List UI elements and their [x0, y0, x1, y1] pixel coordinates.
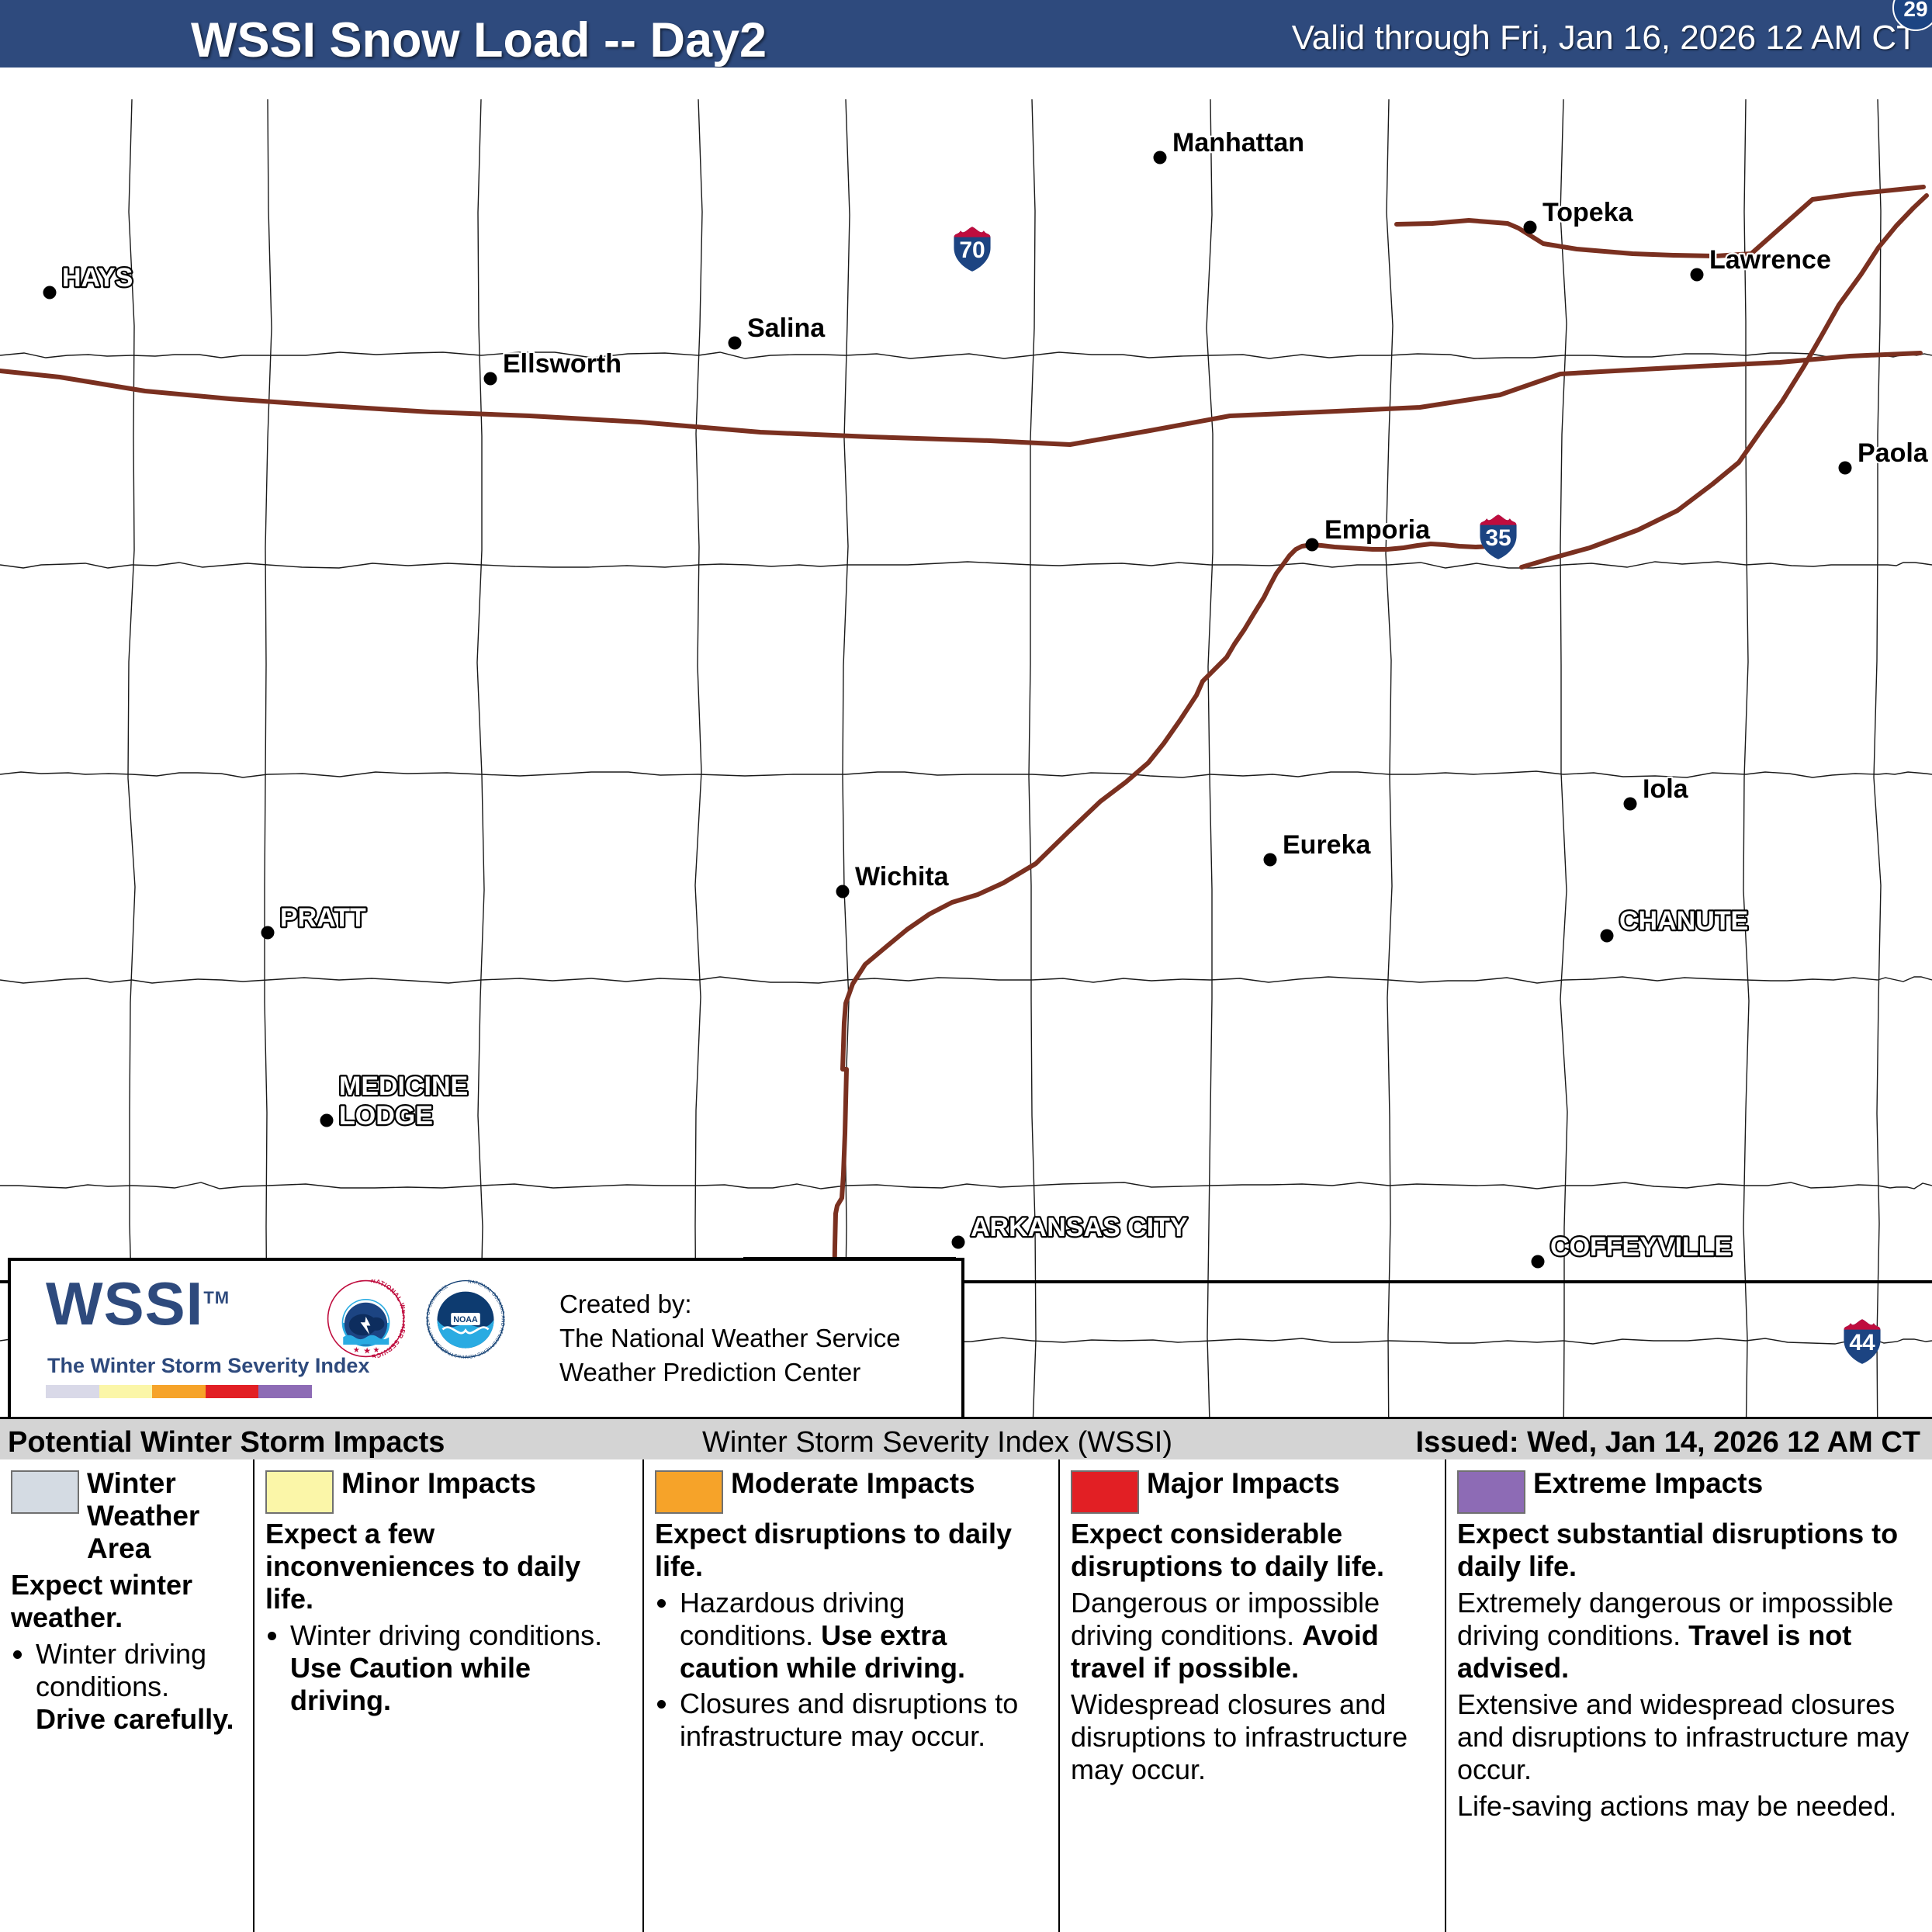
svg-text:Iola: Iola [1643, 774, 1689, 804]
svg-text:PRATT: PRATT [280, 903, 366, 933]
svg-text:Topeka: Topeka [1542, 198, 1634, 227]
svg-text:CHANUTE: CHANUTE [1619, 906, 1748, 936]
svg-text:Lawrence: Lawrence [1709, 245, 1831, 275]
svg-text:LODGE: LODGE [339, 1101, 433, 1130]
svg-text:MEDICINE: MEDICINE [339, 1072, 468, 1101]
svg-text:Wichita: Wichita [855, 862, 950, 892]
svg-text:Eureka: Eureka [1283, 830, 1371, 860]
svg-text:★: ★ [364, 1347, 371, 1356]
svg-text:NOAA: NOAA [453, 1315, 478, 1324]
svg-text:Ellsworth: Ellsworth [503, 349, 621, 379]
svg-text:ARKANSAS CITY: ARKANSAS CITY [971, 1213, 1188, 1242]
svg-text:35: 35 [1485, 525, 1511, 551]
svg-text:44: 44 [1849, 1330, 1875, 1356]
svg-text:HAYS: HAYS [62, 263, 133, 293]
svg-text:COFFEYVILLE: COFFEYVILLE [1550, 1232, 1732, 1262]
svg-text:Salina: Salina [747, 313, 826, 343]
svg-text:Paola: Paola [1858, 438, 1929, 468]
svg-text:Emporia: Emporia [1324, 515, 1431, 545]
svg-text:29: 29 [1903, 0, 1927, 21]
svg-text:70: 70 [959, 237, 985, 263]
svg-text:Manhattan: Manhattan [1172, 128, 1304, 158]
